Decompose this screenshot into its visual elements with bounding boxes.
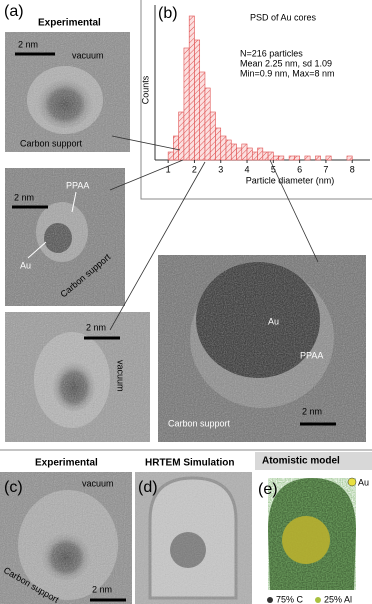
panel-title: Experimental [38,18,101,29]
bar [346,155,353,161]
panel-title: Experimental [35,458,98,469]
x-tick-label: 4 [245,164,250,174]
x-tick-label: 6 [297,164,302,174]
panel-label: (d) [138,479,158,496]
bar [236,147,243,161]
x-tick-label: 8 [350,164,355,174]
bar [246,147,253,161]
x-tick-label: 7 [323,164,328,174]
bar [188,15,195,161]
image-label: Au [268,316,279,326]
x-tick-label: 1 [166,164,171,174]
x-tick-label: 5 [271,164,276,174]
legend-label: 75% C [276,594,304,604]
scale-label: 2 nm [18,39,38,49]
scale-label: 2 nm [302,406,322,416]
bar [230,143,237,161]
bar [325,155,332,161]
bar [215,127,222,161]
tem-image: 2 nm vacuum Carbon support [5,32,130,152]
bar [225,139,232,161]
image-label: PPAA [66,180,89,190]
bar [199,71,206,161]
image-label: Au [20,260,31,270]
image-label: vacuum [116,360,126,392]
x-tick-label: 2 [192,164,197,174]
bar [178,111,185,161]
chart-title: PSD of Au cores [250,12,317,22]
bar [315,155,321,161]
histogram: 1 2 3 4 5 6 7 8 [166,15,355,174]
bar [267,151,274,161]
tem-image: (c) vacuum Carbon support 2 nm [0,472,132,604]
bar [173,135,179,161]
header-bg [255,452,372,470]
bar [273,155,279,161]
bar [183,47,190,161]
panel-label: (e) [258,481,278,498]
bar [220,135,227,161]
scale-label: 2 nm [86,322,106,332]
panel-label: (a) [4,3,24,20]
panel-title: HRTEM Simulation [145,458,234,469]
image-label: vacuum [72,50,104,60]
bar [262,151,269,161]
bar [209,111,216,161]
annotation: N=216 particles [240,48,303,58]
panel-label: (c) [4,479,23,496]
model-image: (e) Au 75% C 25% Al [258,477,369,604]
image-label: Carbon support [20,138,83,148]
image-label: Carbon support [168,418,231,428]
bar [251,151,258,161]
x-axis-label: Particle diameter (nm) [246,175,335,185]
bar [241,143,248,161]
tem-image: 2 nm vacuum [5,312,150,442]
histogram-frame [140,0,372,200]
scale-label: 2 nm [14,192,34,202]
bar [194,39,201,161]
scale-label: 2 nm [92,584,112,594]
bar [167,151,174,161]
connector [109,135,319,331]
annotation: Min=0.9 nm, Max=8 nm [240,68,335,78]
bar [288,155,295,161]
image-label: PPAA [300,350,323,360]
tem-image: (d) [135,472,252,604]
image-label: vacuum [82,478,114,488]
bar [204,87,211,161]
bar [278,155,285,161]
tem-image: Au PPAA Carbon support 2 nm [158,255,366,442]
tem-image: 2 nm PPAA Au Carbon support [5,168,125,306]
x-tick-label: 3 [218,164,223,174]
bar [257,147,264,161]
legend-label: Au [358,477,369,487]
legend-label: 25% Al [324,594,352,604]
annotation: Mean 2.25 nm, sd 1.09 [240,58,332,68]
panel-title: Atomistic model [262,456,340,467]
bar [294,155,300,161]
bar [304,155,311,161]
panel-label: (b) [158,5,178,22]
y-axis-label: Counts [140,75,150,104]
